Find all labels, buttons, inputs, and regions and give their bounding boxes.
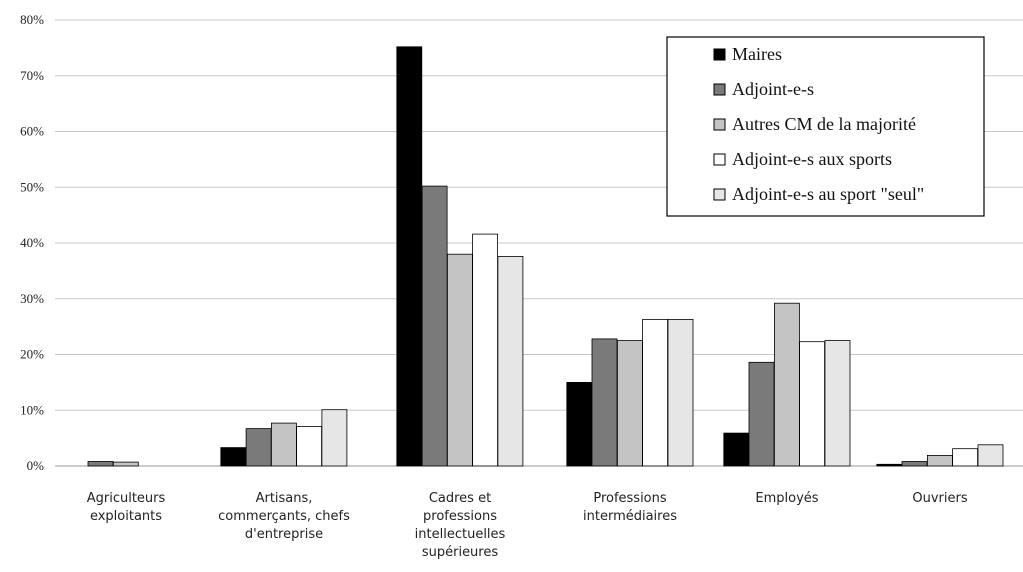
legend-swatch xyxy=(713,48,726,61)
bar xyxy=(642,318,668,467)
legend-label: Autres CM de la majorité xyxy=(732,114,916,134)
category-label: supérieures xyxy=(422,545,499,560)
bar xyxy=(112,461,139,467)
legend-swatch xyxy=(713,118,726,131)
bar xyxy=(876,463,903,467)
legend-label: Maires xyxy=(732,44,782,64)
y-tick-label: 80% xyxy=(20,12,44,27)
category-label: Artisans, xyxy=(256,491,313,506)
legend-swatch xyxy=(713,153,726,166)
bar xyxy=(824,340,851,467)
category-label: exploitants xyxy=(90,509,162,524)
bar xyxy=(723,432,750,467)
category-label: intellectuelles xyxy=(415,527,506,542)
category-label: Ouvriers xyxy=(912,491,967,506)
bar xyxy=(497,255,524,467)
category-label: Cadres et xyxy=(429,491,491,506)
category-label: d'entreprise xyxy=(245,527,323,542)
legend-label: Adjoint-e-s aux sports xyxy=(732,149,892,169)
bar xyxy=(617,340,643,467)
bar xyxy=(321,409,348,467)
category-label: professions xyxy=(423,509,497,524)
bar xyxy=(799,341,825,467)
legend-label: Adjoint-e-s xyxy=(732,79,814,99)
y-tick-label: 50% xyxy=(20,179,44,194)
bar xyxy=(748,361,775,467)
category-label: commerçants, chefs xyxy=(218,509,350,524)
bar xyxy=(296,425,323,467)
bar xyxy=(667,318,694,467)
bar xyxy=(952,448,978,467)
bar xyxy=(977,444,1004,467)
bar xyxy=(396,46,423,467)
category-label: intermédiaires xyxy=(583,509,677,524)
bar xyxy=(421,185,448,467)
bar xyxy=(566,381,593,467)
bar xyxy=(591,338,618,467)
legend-label: Adjoint-e-s au sport "seul" xyxy=(732,184,924,204)
bar xyxy=(245,428,272,467)
y-tick-label: 30% xyxy=(20,291,44,306)
bar xyxy=(220,447,247,467)
bar xyxy=(87,461,114,467)
y-tick-label: 40% xyxy=(20,235,44,250)
y-tick-label: 20% xyxy=(20,347,44,362)
category-label: Employés xyxy=(755,491,818,506)
y-tick-label: 10% xyxy=(20,402,44,417)
bar xyxy=(774,302,800,467)
y-tick-label: 70% xyxy=(20,68,44,83)
category-label: Professions xyxy=(593,491,667,506)
bar xyxy=(927,454,953,467)
category-label: Agriculteurs xyxy=(87,491,166,506)
bar xyxy=(472,233,499,467)
legend-swatch xyxy=(713,83,726,96)
bar xyxy=(270,422,297,467)
legend-swatch xyxy=(713,188,726,201)
y-tick-label: 60% xyxy=(20,124,44,139)
bar xyxy=(901,461,928,467)
y-tick-label: 0% xyxy=(27,458,45,473)
bar xyxy=(446,253,473,467)
